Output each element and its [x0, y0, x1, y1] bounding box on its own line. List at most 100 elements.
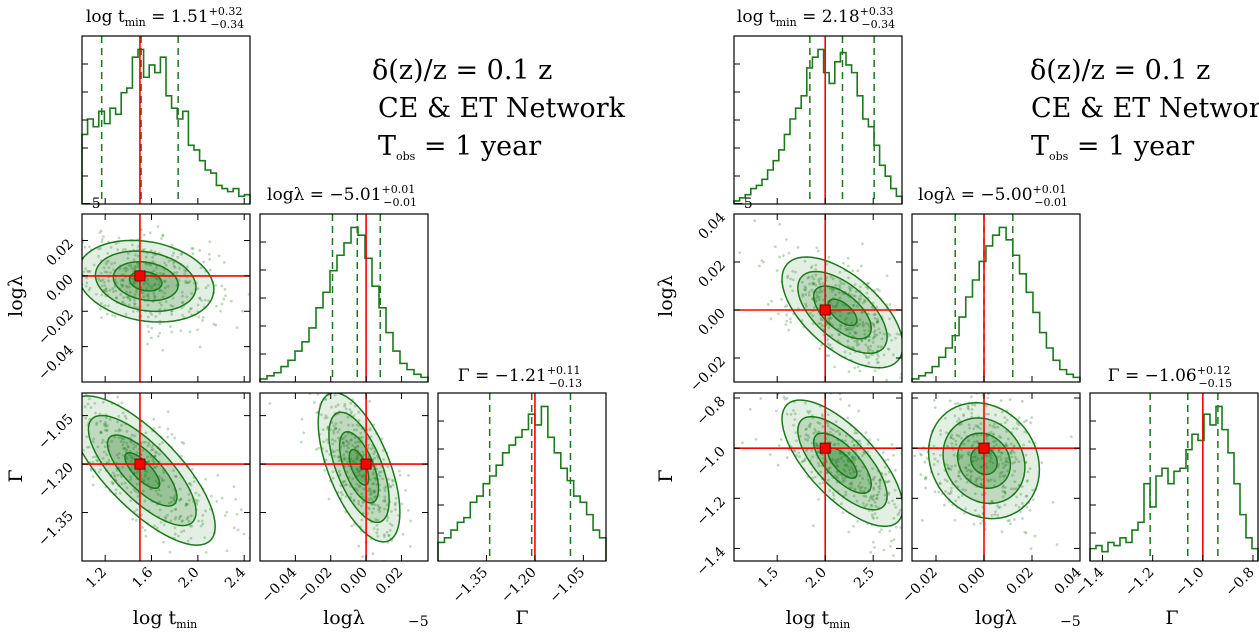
- sample-point: [99, 419, 102, 423]
- sample-point: [844, 490, 848, 494]
- sample-point: [1004, 444, 1008, 447]
- sample-point: [856, 324, 860, 327]
- sample-point: [868, 496, 872, 500]
- sample-point: [361, 487, 365, 491]
- sample-point: [796, 245, 800, 249]
- sample-point: [117, 452, 121, 455]
- sample-point: [204, 593, 207, 596]
- sample-point: [996, 504, 999, 508]
- sample-point: [94, 411, 97, 415]
- sample-point: [91, 460, 95, 464]
- sample-point: [979, 427, 982, 431]
- sample-point: [387, 533, 391, 537]
- sample-point: [1004, 442, 1008, 445]
- density-frame: [81, 213, 251, 383]
- sample-point: [838, 280, 842, 283]
- sample-point: [386, 465, 390, 468]
- sample-point: [780, 297, 783, 301]
- sample-point: [844, 327, 848, 331]
- sample-point: [882, 353, 886, 357]
- sample-point: [932, 452, 936, 456]
- sample-point: [933, 457, 937, 461]
- sample-point: [113, 261, 117, 265]
- sample-point: [105, 289, 109, 293]
- sample-point: [975, 478, 979, 482]
- sample-point: [794, 270, 797, 274]
- sample-point: [988, 454, 992, 457]
- sample-point: [409, 545, 412, 548]
- sample-point: [65, 263, 68, 266]
- sample-point: [117, 436, 121, 439]
- sample-point: [107, 459, 111, 462]
- sample-point: [345, 440, 349, 444]
- sample-point: [785, 456, 789, 460]
- sample-point: [239, 508, 243, 512]
- sample-point: [815, 444, 819, 448]
- sample-point: [970, 395, 973, 399]
- sample-point: [1019, 492, 1023, 496]
- sample-point: [214, 283, 218, 287]
- sample-point: [104, 422, 108, 426]
- sample-point: [803, 459, 807, 463]
- sample-point: [875, 497, 879, 500]
- sample-point: [837, 284, 841, 287]
- sample-point: [817, 280, 821, 283]
- sample-point: [965, 473, 969, 477]
- sample-point: [804, 401, 807, 405]
- sample-point: [351, 477, 355, 481]
- offset-label-tmin-hist-left: −5: [80, 196, 101, 212]
- sample-point: [866, 478, 870, 482]
- sample-point: [220, 496, 224, 500]
- sample-point: [181, 300, 185, 304]
- sample-point: [997, 448, 1001, 452]
- sample-point: [776, 463, 780, 467]
- sample-point: [128, 298, 132, 302]
- sample-point: [208, 240, 212, 244]
- sample-point: [149, 263, 153, 267]
- sample-point: [959, 477, 963, 481]
- sample-point: [117, 414, 121, 418]
- sample-point: [973, 440, 976, 444]
- sample-point: [360, 492, 364, 496]
- sample-point: [860, 242, 864, 246]
- sample-point: [899, 526, 902, 529]
- sample-point: [996, 513, 1000, 517]
- sample-point: [142, 440, 146, 444]
- sample-point: [1015, 427, 1019, 431]
- sample-point: [1023, 530, 1027, 534]
- sample-point: [997, 506, 1001, 510]
- sample-point: [766, 303, 770, 306]
- sample-point: [198, 345, 202, 349]
- title-loglambda-right: logλ = −5.00+0.01 −0.01: [918, 183, 1068, 209]
- sample-point: [372, 507, 376, 511]
- sample-point: [111, 287, 115, 291]
- sample-point: [885, 274, 889, 278]
- sample-point: [813, 475, 817, 479]
- sample-point: [343, 402, 347, 406]
- sample-point: [368, 399, 372, 403]
- sample-point: [791, 269, 795, 273]
- sample-point: [802, 288, 806, 291]
- sample-point: [144, 440, 148, 444]
- sample-point: [989, 478, 993, 482]
- sample-point: [811, 476, 815, 480]
- sample-point: [125, 295, 129, 299]
- sample-point: [337, 455, 341, 459]
- sample-point: [331, 470, 335, 474]
- sample-point: [323, 469, 326, 472]
- sample-point: [831, 287, 835, 291]
- sample-point: [818, 422, 822, 425]
- sample-point: [852, 325, 855, 329]
- sample-point: [125, 284, 128, 288]
- sample-point: [144, 469, 148, 473]
- sample-point: [154, 276, 158, 280]
- sample-point: [1026, 479, 1030, 482]
- sample-point: [158, 508, 162, 512]
- sample-point: [338, 473, 342, 476]
- sample-point: [830, 290, 834, 293]
- sample-point: [864, 343, 868, 347]
- sample-point: [954, 479, 958, 483]
- sample-point: [846, 416, 850, 420]
- sample-point: [1002, 474, 1005, 478]
- sample-point: [150, 448, 153, 452]
